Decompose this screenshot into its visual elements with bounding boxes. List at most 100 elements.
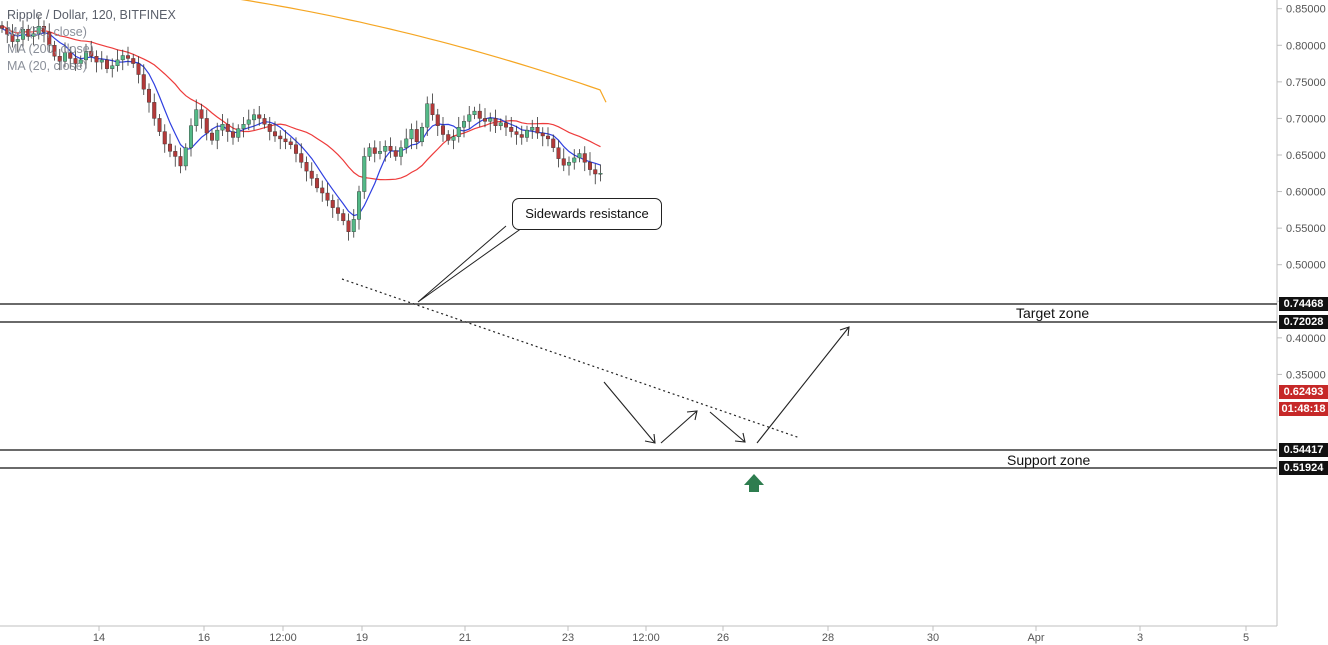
candle-down	[267, 124, 272, 132]
candle-down	[10, 34, 15, 42]
target-upper-price-tag: 0.74468	[1279, 297, 1328, 311]
candle-down	[556, 147, 561, 159]
resistance-trendline[interactable]	[341, 278, 801, 439]
forecast-arrow-up-1-head	[686, 410, 698, 421]
time-axis-label: 23	[562, 632, 574, 644]
candle-down	[278, 135, 283, 140]
candle-up	[498, 122, 503, 126]
candle-up	[183, 147, 188, 167]
price-axis-label: 0.55000	[1286, 223, 1326, 235]
candle-up	[357, 191, 362, 220]
candle-down	[68, 52, 73, 59]
time-axis-label: 19	[356, 632, 368, 644]
candle-down	[588, 162, 593, 170]
target-lower-price-tag: 0.72028	[1279, 315, 1328, 329]
candle-down	[336, 207, 341, 214]
time-axis-label: 30	[927, 632, 939, 644]
candle-up	[115, 59, 120, 66]
candle-down	[320, 187, 325, 194]
candle-up	[36, 26, 41, 34]
candle-up	[525, 129, 530, 138]
candle-down	[388, 146, 393, 151]
candle-up	[194, 109, 199, 126]
candle-down	[104, 59, 109, 69]
forecast-path[interactable]	[603, 326, 850, 444]
candle-down	[178, 156, 183, 167]
candle-down	[230, 131, 235, 138]
forecast-arrow-down-1-head	[644, 433, 656, 444]
candle-up	[120, 55, 125, 61]
candle-down	[47, 31, 52, 46]
candle-down	[477, 110, 482, 119]
candle-down	[446, 134, 451, 141]
candle-down	[441, 125, 446, 135]
support-zone-label[interactable]: Support zone	[1007, 452, 1091, 468]
ma200-legend[interactable]: MA (200, close)	[7, 42, 94, 56]
callout-pointer	[417, 225, 523, 303]
candle-down	[141, 74, 146, 90]
forecast-arrow-down-1	[603, 381, 656, 444]
time-axis-label: 5	[1243, 632, 1249, 644]
candle-up	[404, 138, 409, 148]
candle-down	[430, 103, 435, 115]
candle-up	[378, 151, 383, 154]
candle-up	[572, 157, 577, 163]
candle-down	[57, 56, 62, 62]
price-axis-label: 0.65000	[1286, 150, 1326, 162]
candle-down	[73, 58, 78, 64]
support-lower-price-tag: 0.51924	[1279, 461, 1328, 475]
candle-up	[472, 110, 477, 115]
candle-down	[315, 178, 320, 189]
candle-up	[409, 129, 414, 140]
forecast-arrow-up-2-head	[839, 326, 850, 337]
candle-down	[435, 114, 440, 126]
candle-up	[15, 39, 20, 42]
candle-down	[52, 45, 57, 57]
candle-down	[593, 169, 598, 175]
candle-down	[519, 134, 524, 138]
candle-down	[167, 143, 172, 152]
candle-up	[241, 124, 246, 129]
bar-countdown-tag: 01:48:18	[1279, 402, 1328, 416]
ma20-legend[interactable]: MA (20, close)	[7, 59, 87, 73]
price-axis-label: 0.40000	[1286, 333, 1326, 345]
time-axis-label: 28	[822, 632, 834, 644]
time-axis-label: 26	[717, 632, 729, 644]
ma50-legend[interactable]: MA (50, close)	[7, 25, 87, 39]
candle-up	[99, 59, 104, 63]
candle-down	[341, 213, 346, 222]
ma200-line	[240, 0, 607, 103]
symbol-title[interactable]: Ripple / Dollar, 120, BITFINEX	[7, 8, 176, 22]
candle-down	[131, 58, 136, 64]
candle-up	[577, 153, 582, 159]
candle-down	[89, 50, 94, 57]
candle-down	[561, 158, 566, 166]
target-zone-label[interactable]: Target zone	[1016, 305, 1090, 321]
candle-up	[188, 125, 193, 148]
time-axis-label: 12:00	[632, 632, 660, 644]
candle-down	[330, 200, 335, 208]
candle-down	[204, 118, 209, 134]
candle-up	[425, 103, 430, 128]
candle-up	[598, 173, 603, 175]
candle-down	[309, 170, 314, 179]
candle-up	[246, 119, 251, 125]
candle-up	[110, 65, 115, 69]
buy-arrow-icon[interactable]	[744, 474, 764, 492]
time-axis[interactable]: 14 16 12:00 19 21 23 12:00 26 28 30 Apr 3 5	[93, 626, 1249, 644]
price-axis-label: 0.50000	[1286, 260, 1326, 272]
price-axis-label: 0.70000	[1286, 113, 1326, 125]
candle-up	[251, 114, 256, 121]
candle-down	[257, 114, 262, 119]
candle-up	[351, 219, 356, 232]
candle-down	[414, 129, 419, 143]
candle-down	[514, 131, 519, 135]
candle-up	[236, 128, 241, 138]
candle-down	[551, 138, 556, 148]
price-axis-label: 0.35000	[1286, 369, 1326, 381]
time-axis-label: 14	[93, 632, 105, 644]
price-axis-label: 0.75000	[1286, 77, 1326, 89]
candle-down	[262, 118, 267, 125]
sidewards-resistance-callout[interactable]: Sidewards resistance	[512, 198, 662, 230]
